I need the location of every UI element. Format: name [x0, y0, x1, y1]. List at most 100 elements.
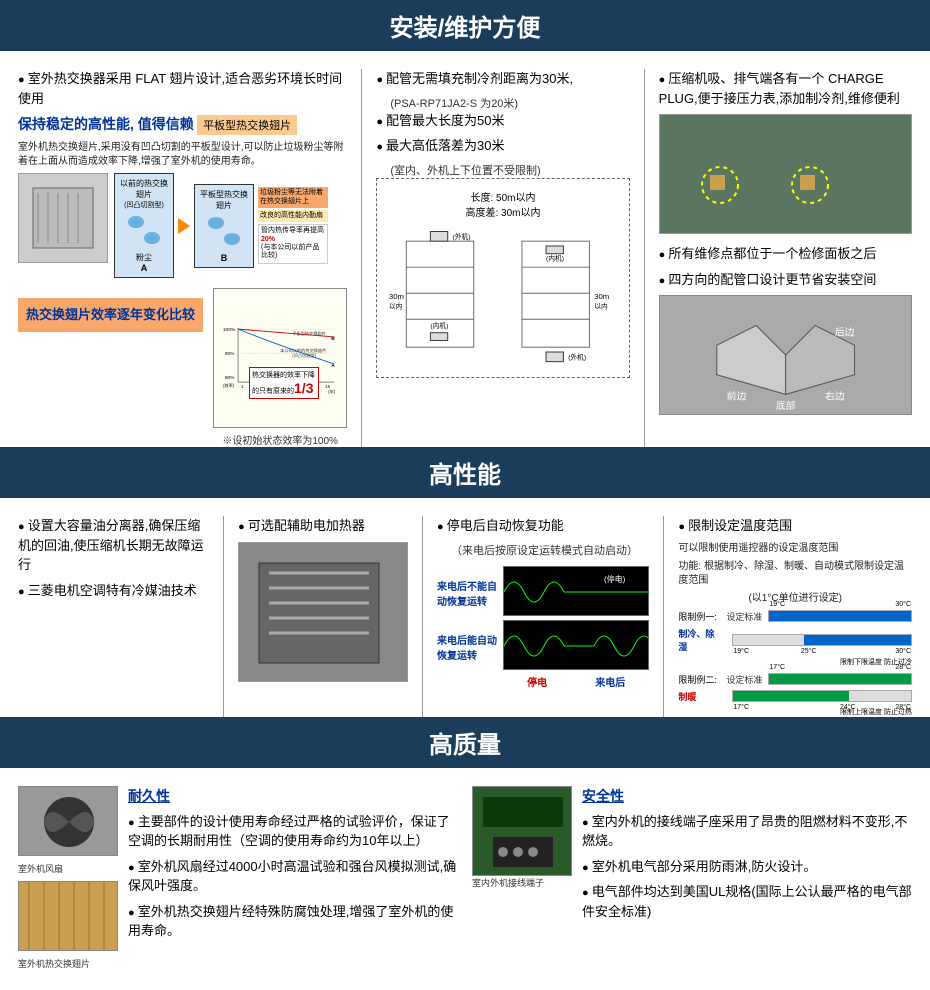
svg-text:1: 1	[241, 384, 244, 389]
l1-std: 设定标准	[726, 610, 762, 623]
fin-label: 室外机热交换翅片	[18, 957, 118, 970]
building-diagram: 长度: 50m以内 高度差: 30m以内 (外机) (内机) 30m以内 (内机…	[376, 178, 629, 378]
svg-text:右边: 右边	[825, 389, 845, 402]
flow-note4: (与本公司以前产品比较)	[261, 244, 325, 261]
bullet-flat-fin: 室外热交换器采用 FLAT 翅片设计,适合恶劣环境长时间使用	[18, 69, 347, 108]
l1-mode: 制冷、除湿	[678, 627, 720, 653]
l2-name: 限制例二:	[678, 675, 717, 685]
safe-b1: 室内外机的接线端子座采用了昂贵的阻燃材料不变形,不燃烧。	[582, 812, 912, 851]
bullet-height-sub: (室内、外机上下位置不受限制)	[390, 162, 629, 178]
terminal-label: 室内外机接线端子	[472, 876, 572, 889]
y-tick-90: 90%	[225, 351, 235, 357]
label-on: 来电后	[595, 674, 625, 689]
wave1-label: 来电后不能自动恢复运转	[437, 578, 497, 608]
label-b: B	[199, 253, 249, 263]
svg-text:(外机): (外机)	[569, 352, 587, 361]
svg-text:(停电): (停电)	[604, 574, 626, 584]
svg-text:(内机): (内机)	[431, 320, 449, 329]
dur-b2: 室外机风扇经过4000小时高温试验和强台风模拟测试,确保风叶强度。	[128, 857, 458, 896]
outdoor-unit-photo	[18, 173, 108, 263]
flow-note2: 改良的高性能内勤扇	[258, 210, 328, 222]
safe-b3: 电气部件均达到美国UL规格(国际上公认最严格的电气部件安全标准)	[582, 882, 912, 921]
dur-b3: 室外机热交换翅片经特殊防腐蚀处理,增强了室外机的使用寿命。	[128, 902, 458, 941]
flow-a-title: 以前的热交换翅片	[119, 178, 169, 200]
dust-label: 粉尘	[136, 253, 152, 262]
y-tick-80: 80%	[225, 375, 235, 381]
corner-diagram: 前边 底部 右边 后边	[659, 295, 912, 415]
bullet-oil-sep: 设置大容量油分离器,确保压缩机的回油,使压缩机长期无故障运行	[18, 516, 209, 575]
bullet-charge-plug: 压缩机吸、排气端各有一个 CHARGE PLUG,便于接压力表,添加制冷剂,维修…	[659, 69, 912, 108]
l1-note: 限制下限温度 防止过冷	[678, 657, 912, 667]
svg-text:以内: 以内	[389, 301, 403, 310]
svg-text:30m: 30m	[389, 292, 404, 301]
bullet-auto-restart: 停电后自动恢复功能	[437, 516, 649, 536]
section-title-3: 高质量	[0, 717, 930, 768]
fan-photo	[18, 786, 118, 856]
temp-desc1: 可以限制使用遥控器的设定温度范围	[678, 542, 912, 556]
bullet-temp-limit: 限制设定温度范围	[678, 516, 912, 536]
arrow-icon	[178, 218, 190, 234]
label-a: A	[119, 263, 169, 273]
l2-note: 限制上限温度 防止过热	[678, 707, 912, 717]
label-off: 停电	[527, 674, 547, 689]
bullet-pipe-30m: 配管无需填充制冷剂距离为30米,	[376, 69, 629, 89]
svg-text:以内: 以内	[595, 301, 609, 310]
bullet-pipe-50m: 配管最大长度为50米	[376, 111, 629, 131]
flow-note1: 垃圾粉尘等无法附着在热交换翅片上	[258, 187, 328, 208]
limit-row-2: 限制例二: 设定标准 17°C28°C	[678, 673, 912, 686]
svg-text:B: B	[331, 336, 335, 342]
svg-text:后边: 后边	[834, 326, 854, 338]
fin-description: 室外机热交换翅片,采用没有凹凸切割的平板型设计,可以防止垃圾粉尘等附着在上面从而…	[18, 141, 347, 169]
temp-desc3: (以1°C单位进行设定)	[678, 592, 912, 606]
chart-frac: 1/3	[294, 380, 313, 396]
svg-text:(凹凸切割型): (凹凸切割型)	[292, 352, 316, 359]
l2-std: 设定标准	[726, 673, 762, 686]
dur-b1: 主要部件的设计使用寿命经过严格的试验评价，保证了空调的长期耐用性（空调的使用寿命…	[128, 812, 458, 851]
svg-text:(外机): (外机)	[453, 232, 471, 241]
svg-text:(年): (年)	[328, 388, 336, 395]
l1-name: 限制例一:	[678, 612, 717, 622]
wave-restart	[503, 620, 649, 670]
section-title-2: 高性能	[0, 447, 930, 498]
bullet-height-30m: 最大高低落差为30米	[376, 136, 629, 156]
chart-line-b: 平板型热交换翅片	[292, 330, 326, 337]
fan-label: 室外机风扇	[18, 862, 118, 875]
chart-footnote: ※设初始状态效率为100%	[213, 432, 347, 447]
temp-desc2: 功能: 根据制冷、除湿、制暖、自动模式限制设定温度范围	[678, 560, 912, 588]
flow-a-sub: (凹凸切割型)	[119, 200, 169, 210]
bullet-oil-tech: 三菱电机空调特有冷媒油技术	[18, 581, 209, 601]
l2-mode: 制暖	[678, 690, 720, 703]
flow-note3: 管内热传导率再提高	[261, 227, 324, 234]
heater-photo	[238, 542, 408, 682]
efficiency-chart: 100% 90% 80% 平板型热交换翅片 B 本公司以前的热交换翅片 (凹凸切…	[213, 288, 347, 428]
durability-header: 耐久性	[128, 786, 458, 806]
diag-length: 长度: 50m以内	[470, 193, 535, 204]
svg-text:底部: 底部	[775, 399, 795, 412]
limit-row-1: 限制例一: 设定标准 19°C30°C	[678, 610, 912, 623]
bullet-pipe-sub: (PSA-RP71JA2-S 为20米)	[390, 95, 629, 111]
wave-no-restart: (停电)	[503, 566, 649, 616]
tag-flat-fin: 平板型热交换翅片	[197, 115, 297, 135]
diag-height: 高度差: 30m以内	[465, 208, 540, 219]
bullet-auto-sub: （来电后按原设定运转模式自动启动）	[451, 542, 649, 558]
bullet-maint-panel: 所有维修点都位于一个检修面板之后	[659, 244, 912, 264]
safety-header: 安全性	[582, 786, 912, 806]
svg-text:(内机): (内机)	[546, 253, 564, 262]
svg-text:前边: 前边	[726, 389, 746, 402]
section-title: 安装/维护方便	[0, 0, 930, 51]
efficiency-label: 热交换翅片效率逐年变化比较	[18, 298, 203, 332]
svg-text:30m: 30m	[595, 292, 610, 301]
flow-pct: 20%	[261, 236, 275, 243]
wave2-label: 来电后能自动恢复运转	[437, 632, 497, 662]
bullet-4way-pipe: 四方向的配管口设计更节省安装空间	[659, 270, 912, 290]
fin-photo	[18, 881, 118, 951]
terminal-photo	[472, 786, 572, 876]
y-tick-100: 100%	[223, 327, 236, 333]
svg-text:(效率): (效率)	[223, 382, 235, 389]
bullet-heater: 可选配辅助电加热器	[238, 516, 408, 536]
charge-plug-photo	[659, 114, 912, 234]
svg-text:A: A	[331, 363, 335, 369]
flow-b-title: 平板型热交换翅片	[199, 189, 249, 211]
highlight-text: 保持稳定的高性能, 值得信赖	[18, 116, 194, 132]
safe-b2: 室外机电气部分采用防雨淋,防火设计。	[582, 857, 912, 877]
